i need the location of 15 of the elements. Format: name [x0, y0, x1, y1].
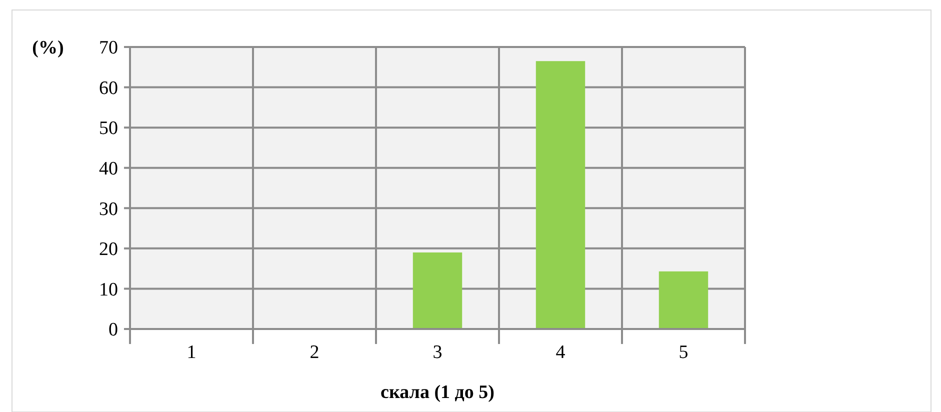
x-tick-label: 2 [310, 342, 320, 363]
x-tick-label: 3 [432, 342, 442, 363]
x-axis-title: скала (1 до 5) [380, 382, 494, 403]
y-tick-label: 40 [99, 158, 118, 180]
y-tick-label: 0 [108, 320, 118, 341]
y-tick-label: 20 [99, 239, 118, 260]
x-tick-label: 1 [186, 342, 196, 363]
y-tick-label: 30 [99, 198, 118, 220]
y-tick-label: 60 [99, 78, 118, 99]
x-tick-label: 5 [678, 342, 688, 363]
y-tick-label: 70 [99, 38, 118, 59]
y-axis-title: (%) [32, 38, 64, 59]
y-tick-label: 10 [99, 279, 118, 300]
x-tick-label: 4 [556, 342, 566, 363]
y-tick-label: 50 [99, 118, 118, 140]
